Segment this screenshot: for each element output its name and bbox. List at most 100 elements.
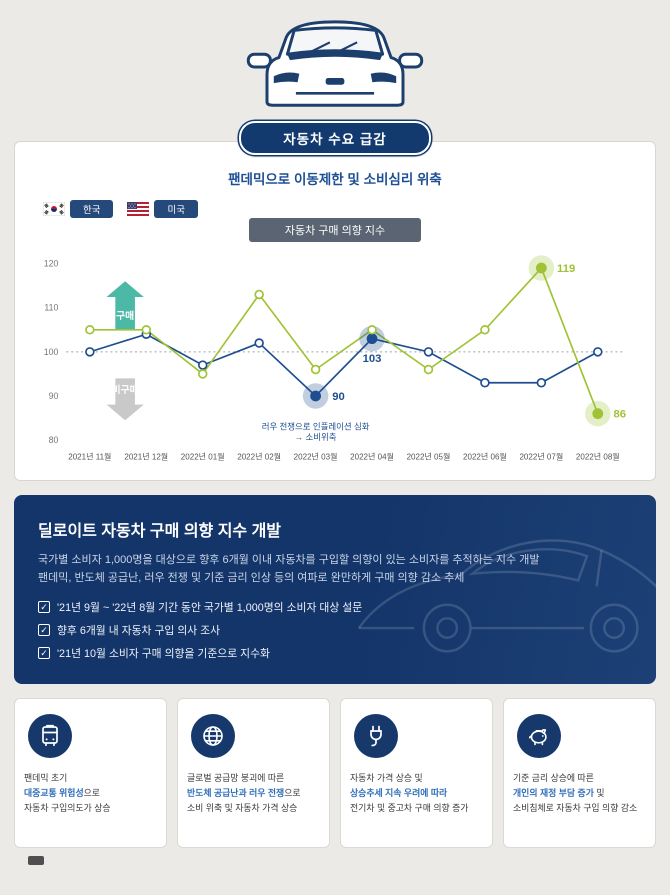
panel-body-2: 팬데믹, 반도체 공급난, 러우 전쟁 및 기준 금리 인상 등의 여파로 완만…: [38, 571, 465, 584]
y-axis-tick: 90: [49, 391, 59, 401]
chart-legend: 한국 미국: [43, 200, 639, 218]
data-point: [593, 347, 603, 357]
data-point: [536, 377, 547, 388]
series-line-한국: [89, 333, 599, 398]
card-plain-text: 자동차 구입의도가 상승: [24, 803, 111, 814]
data-point: [197, 369, 208, 379]
down-arrow-label: 비구매: [112, 383, 139, 396]
y-axis-tick: 110: [44, 303, 58, 313]
data-point: [197, 360, 208, 370]
x-axis-tick: 2022년 03월: [294, 452, 338, 462]
checklist-item: ✓ 향후 6개월 내 자동차 구입 의사 조사: [38, 622, 632, 638]
down-arrow: [106, 378, 144, 421]
up-arrow-label: 구매: [116, 309, 134, 322]
card-plain-text: 소비 위축 및 자동차 가격 상승: [187, 803, 298, 814]
y-axis-tick: 120: [44, 259, 59, 269]
legend-usa: 미국: [127, 200, 198, 218]
up-arrow: [106, 281, 144, 330]
series-line-미국: [89, 266, 599, 414]
chart-annotation: 러우 전쟁으로 인플레이션 심화: [262, 421, 370, 431]
checklist-item: ✓ '21년 10월 소비자 구매 의향을 기준으로 지수화: [38, 645, 632, 661]
card-plain-text: 기준 금리 상승에 따른: [513, 772, 594, 783]
data-point: [85, 325, 95, 335]
data-point: [592, 408, 604, 420]
chart-subtitle: 팬데믹으로 이동제한 및 소비심리 위축: [228, 172, 442, 187]
data-point: [480, 377, 490, 388]
korea-flag-icon: [43, 202, 65, 216]
chart-title-badge: 자동차 구매 의향 지수: [248, 218, 422, 242]
data-point: [310, 390, 321, 402]
panel-body-1: 국가별 소비자 1,000명을 대상으로 향후 6개월 이내 자동차를 구입할 …: [38, 553, 540, 566]
globe-icon: [191, 713, 235, 758]
car-front-icon: [246, 20, 424, 107]
check-icon: ✓: [38, 600, 50, 613]
data-point: [141, 325, 152, 335]
chart-section: 팬데믹으로 이동제한 및 소비심리 위축 한국: [14, 141, 656, 481]
data-point: [535, 262, 547, 274]
data-point: [423, 347, 434, 357]
infographic-page: 자동차 수요 급감 팬데믹으로 이동제한 및 소비심리 위축 한국: [14, 10, 656, 865]
y-axis-tick: 80: [49, 435, 59, 445]
check-icon: ✓: [38, 646, 50, 659]
piggy-bank-icon: [517, 713, 561, 758]
usa-flag-icon: [127, 202, 150, 216]
check-icon: ✓: [38, 623, 50, 636]
card-plain-text: 팬데믹 초기: [24, 772, 68, 783]
y-axis-tick: 100: [44, 347, 59, 357]
legend-korea-label: 한국: [70, 200, 114, 218]
demand-badge: 자동차 수요 급감: [239, 121, 431, 155]
checklist: ✓ '21년 9월 ~ '22년 8월 기간 동안 국가별 1,000명의 소비자…: [38, 599, 632, 661]
badge-row: 자동차 수요 급감: [14, 121, 656, 155]
data-point: [85, 347, 95, 357]
card-emphasis-text: 반도체 공급난과 러우 전쟁: [187, 787, 285, 798]
chart-annotation: → 소비위축: [295, 432, 337, 442]
card-plain-text: 및: [593, 787, 605, 798]
index-development-panel: 딜로이트 자동차 구매 의향 지수 개발 국가별 소비자 1,000명을 대상으…: [14, 494, 656, 684]
data-point: [254, 289, 264, 300]
x-axis-tick: 2022년 06월: [463, 452, 507, 462]
car-illustration: [14, 10, 656, 117]
point-value-label: 90: [332, 391, 345, 403]
data-point: [366, 333, 378, 345]
bus-icon: [28, 713, 72, 758]
checklist-text: 향후 6개월 내 자동차 구입 의사 조사: [57, 624, 221, 637]
card-emphasis-text: 개인의 재정 부담 증가: [513, 787, 594, 798]
plug-icon: [354, 713, 398, 758]
data-point: [254, 338, 264, 348]
data-point: [310, 364, 321, 375]
card-text: 기준 금리 상승에 따른 개인의 재정 부담 증가 및 소비침체로 자동차 구입 의…: [513, 771, 646, 816]
data-point: [480, 325, 490, 335]
card-plain-text: 으로: [83, 787, 100, 798]
footer-mark: [28, 855, 44, 865]
x-axis-tick: 2022년 07월: [519, 452, 563, 462]
data-point: [423, 364, 434, 375]
legend-usa-label: 미국: [154, 200, 198, 218]
x-axis-tick: 2021년 12월: [124, 452, 168, 462]
x-axis-tick: 2022년 01월: [181, 452, 225, 462]
point-value-label: 103: [363, 353, 382, 365]
summary-cards: 팬데믹 초기 대중교통 위험성으로 자동차 구입의도가 상승 글로벌 공급망 붕괴에 …: [14, 697, 656, 848]
card-plain-text: 으로: [284, 787, 301, 798]
card-emphasis-text: 대중교통 위험성: [24, 787, 84, 798]
card-emphasis-text: 상승추세 지속 우려에 따라: [350, 787, 448, 798]
panel-title: 딜로이트 자동차 구매 의향 지수 개발: [38, 522, 282, 540]
summary-card: 기준 금리 상승에 따른 개인의 재정 부담 증가 및 소비침체로 자동차 구입 의…: [503, 697, 656, 848]
checklist-item: ✓ '21년 9월 ~ '22년 8월 기간 동안 국가별 1,000명의 소비자…: [38, 599, 632, 615]
checklist-text: '21년 9월 ~ '22년 8월 기간 동안 국가별 1,000명의 소비자 …: [57, 601, 363, 614]
x-axis-tick: 2022년 05월: [407, 452, 451, 462]
card-plain-text: 자동차 가격 상승 및: [350, 772, 423, 783]
point-value-label: 119: [557, 263, 575, 275]
point-value-label: 86: [613, 409, 626, 421]
x-axis-tick: 2022년 02월: [237, 452, 281, 462]
x-axis-tick: 2021년 11월: [68, 452, 111, 462]
data-point: [367, 325, 377, 335]
x-axis-tick: 2022년 08월: [576, 452, 620, 462]
card-plain-text: 전기차 및 중고차 구매 의향 증가: [350, 803, 469, 814]
card-plain-text: 글로벌 공급망 붕괴에 따른: [187, 772, 285, 783]
